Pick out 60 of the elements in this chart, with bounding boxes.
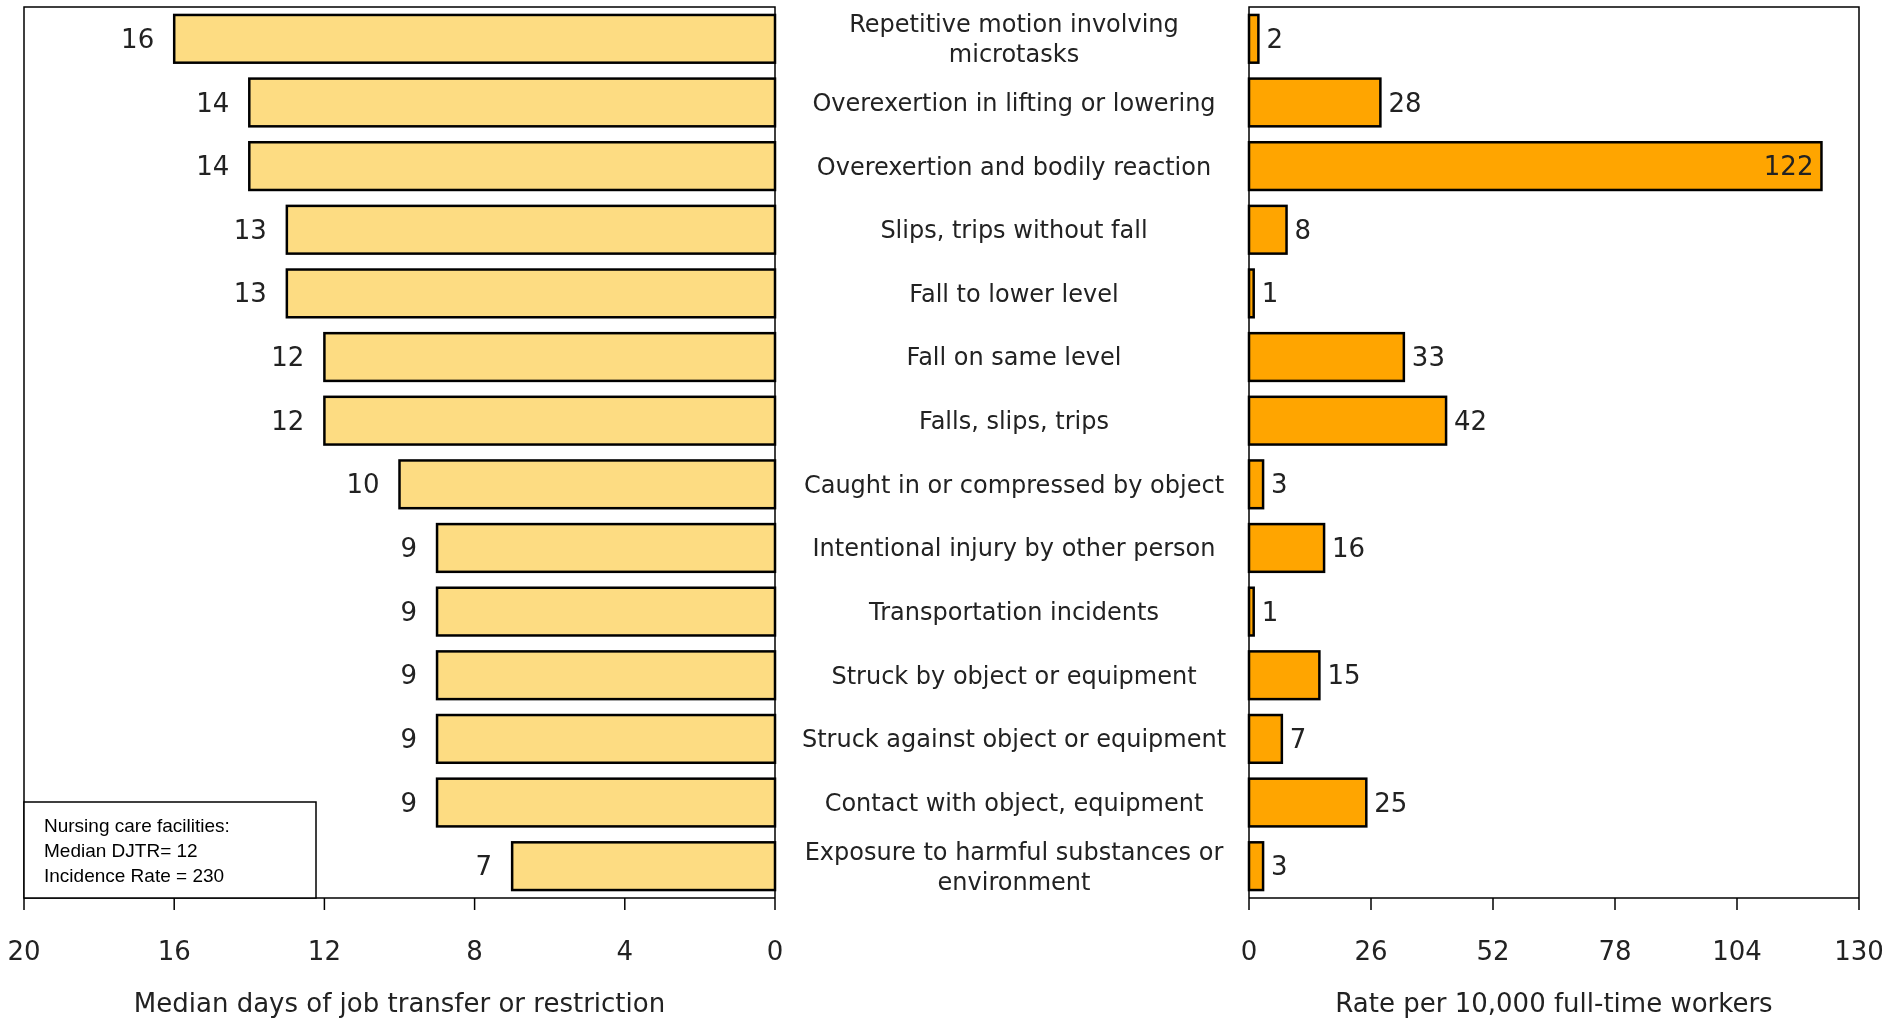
data-label: 7: [475, 851, 493, 882]
note-box: Nursing care facilities: Median DJTR= 12 Incidence Rate = 230: [23, 801, 317, 899]
data-label: 14: [196, 87, 230, 118]
y-tick-label: Overexertion in lifting or lowering: [812, 88, 1216, 117]
y-tick-label: Fall on same level: [906, 343, 1122, 372]
x-tick-label: 16: [157, 936, 191, 966]
annotation: Incidence Rate = 230: [44, 865, 225, 886]
data-label: 16: [121, 23, 155, 54]
x-tick-label: 52: [1476, 936, 1510, 966]
x-axis-title: Median days of job transfer or restriction: [133, 988, 666, 1018]
y-tick-label: Falls, slips, trips: [919, 407, 1109, 436]
annotation: Median DJTR= 12: [44, 840, 198, 861]
data-label: 1: [1261, 278, 1279, 309]
x-tick-label: 4: [616, 936, 634, 966]
y-tick-label: Repetitive motion involving microtasks: [849, 10, 1179, 69]
x-tick-label: 130: [1834, 936, 1883, 966]
data-label: 2: [1266, 23, 1283, 54]
y-tick-label: Contact with object, equipment: [824, 788, 1204, 817]
data-label: 14: [196, 151, 230, 182]
data-label: 9: [400, 596, 418, 627]
annotation: Nursing care facilities:: [44, 815, 230, 836]
data-label: 15: [1327, 660, 1361, 691]
y-tick-label: Struck against object or equipment: [801, 725, 1227, 754]
data-label: 8: [1294, 214, 1312, 245]
data-label: 12: [271, 342, 305, 373]
y-tick-label: Fall to lower level: [909, 279, 1119, 308]
data-label: 9: [400, 533, 418, 564]
data-label: 9: [400, 787, 418, 818]
y-tick-label: Struck by object or equipment: [831, 661, 1197, 690]
data-label: 7: [1289, 723, 1307, 754]
y-tick-label: Transportation incidents: [868, 598, 1159, 627]
data-label: 9: [400, 723, 418, 754]
x-tick-label: 12: [307, 936, 341, 966]
data-label: 13: [233, 278, 267, 309]
data-label: 3: [1271, 469, 1288, 500]
data-label: 122: [1763, 151, 1814, 182]
y-tick-label: Overexertion and bodily reaction: [816, 152, 1212, 181]
data-label: 9: [400, 660, 418, 691]
y-tick-label: Intentional injury by other person: [812, 534, 1216, 563]
y-tick-label: Caught in or compressed by object: [803, 470, 1225, 499]
y-tick-label: Slips, trips without fall: [880, 216, 1148, 245]
x-tick-label: 8: [466, 936, 483, 966]
x-axis-title: Rate per 10,000 full-time workers: [1335, 988, 1773, 1018]
data-label: 28: [1388, 87, 1422, 118]
x-tick-label: 20: [7, 936, 41, 966]
data-label: 1: [1261, 596, 1279, 627]
x-tick-label: 0: [1240, 936, 1258, 966]
data-label: 33: [1411, 342, 1445, 373]
x-tick-label: 0: [766, 936, 784, 966]
x-tick-label: 78: [1598, 936, 1632, 966]
data-label: 12: [271, 405, 305, 436]
data-label: 13: [233, 214, 267, 245]
y-tick-label: Exposure to harmful substances or environment: [804, 837, 1224, 896]
data-label: 16: [1332, 533, 1366, 564]
data-label: 10: [346, 469, 380, 500]
data-label: 25: [1374, 787, 1408, 818]
x-tick-label: 26: [1354, 936, 1388, 966]
data-label: 42: [1454, 405, 1488, 436]
x-tick-label: 104: [1712, 936, 1762, 966]
data-label: 3: [1271, 851, 1288, 882]
